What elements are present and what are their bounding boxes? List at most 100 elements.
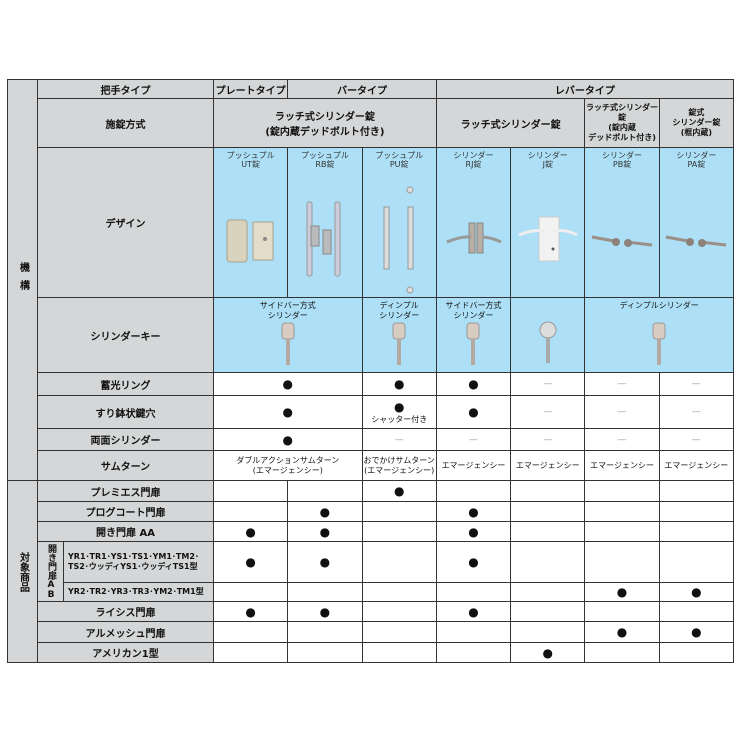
product-mark	[361, 541, 437, 583]
product-mark: ●	[287, 601, 363, 622]
product-label: YR1･TR1･YS1･TS1･YM1･TM2･ TS2･ウッディYS1･ウッデ…	[63, 541, 214, 583]
product-name: プッシュプル PU錠	[375, 151, 424, 169]
product-mark	[212, 582, 289, 602]
product-name: シリンダー PB錠	[602, 151, 643, 169]
product-name: シリンダー J錠	[527, 151, 568, 169]
product-label: ライシス門扉	[37, 601, 214, 622]
feature-value: —	[435, 428, 512, 451]
product-mark	[658, 541, 735, 583]
feature-value-text: エマージェンシー	[515, 460, 580, 470]
table-row: シリンダーキー サイドバー方式 シリンダー ディンプル シリンダー サイドバー方式 シ…	[8, 297, 734, 373]
feature-value-text: —	[543, 379, 553, 389]
product-label: プレミエス門扉	[37, 480, 214, 502]
key-icon	[214, 321, 361, 370]
feature-value-text: ●	[282, 405, 294, 419]
design-cell: プッシュプル UT錠	[212, 147, 289, 298]
product-mark	[584, 601, 660, 622]
lever-plate-icon	[437, 188, 509, 292]
lock-method-cell: ラッチ式シリンダー錠 (錠内蔵 デッドボルト付き)	[584, 98, 660, 148]
design-cell: シリンダー J錠	[510, 147, 586, 298]
product-mark	[510, 501, 586, 522]
key-icon	[363, 321, 435, 370]
feature-value-text: ●	[468, 405, 479, 419]
feature-value: ●	[435, 372, 512, 396]
lever-type-header: レバータイプ	[435, 79, 735, 99]
product-label: アメリカン1型	[37, 642, 214, 663]
product-mark	[510, 582, 586, 602]
product-mark: ●	[361, 480, 437, 502]
feature-label: サムターン	[37, 450, 214, 481]
feature-value: —	[658, 372, 735, 396]
product-mark: ●	[287, 541, 363, 583]
key-icon	[586, 321, 733, 370]
feature-value: ●	[361, 372, 437, 396]
product-mark	[435, 642, 512, 663]
product-mark	[510, 601, 586, 622]
feature-value-text: —	[617, 379, 627, 389]
lock-method-cell: 錠式 シリンダー錠 (框内蔵)	[658, 98, 735, 148]
feature-value-text: エマージェンシー	[664, 460, 729, 470]
product-label: アルメッシュ門扉	[37, 621, 214, 643]
feature-value-text: —	[543, 407, 553, 417]
product-mark	[584, 521, 660, 542]
product-mark: ●	[435, 521, 512, 542]
product-mark	[658, 642, 735, 663]
key-type	[512, 301, 584, 321]
feature-value: —	[510, 372, 586, 396]
table-row: サムターン ダブルアクションサムターン (エマージェンシー) おでかけサムターン (…	[8, 450, 735, 481]
key-icon	[437, 321, 509, 370]
key-type: サイドバー方式 シリンダー	[259, 301, 316, 320]
product-mark	[212, 642, 289, 663]
product-name: プッシュプル UT錠	[226, 151, 275, 169]
product-mark: ●	[584, 621, 660, 643]
design-label: デザイン	[37, 147, 214, 298]
design-cell: プッシュプル PU錠	[361, 147, 437, 298]
feature-value-text: ●	[468, 377, 479, 391]
bar-handle-long-icon	[363, 186, 435, 294]
table-row: 蓄光リング ● ● ● — — —	[8, 372, 735, 396]
lock-comparison-table: 機構 把手タイプ プレートタイプ バータイプ レバータイプ 施錠方式 ラッチ式シリンダー錠 …	[7, 79, 735, 663]
feature-value: ●	[213, 372, 363, 396]
bar-handle-icon	[289, 188, 361, 292]
table-row: アメリカン1型 ●	[8, 642, 735, 663]
product-mark	[584, 541, 660, 583]
design-cell: プッシュプル RB錠	[287, 147, 363, 298]
feature-value-text: ●	[282, 377, 294, 391]
feature-value: —	[584, 395, 660, 429]
table-row: 機構 把手タイプ プレートタイプ バータイプ レバータイプ	[7, 79, 735, 481]
product-mark	[584, 501, 660, 522]
product-mark	[658, 601, 735, 622]
product-mark	[584, 642, 660, 663]
feature-value: エマージェンシー	[435, 450, 512, 481]
key-cell	[510, 297, 586, 373]
table-row: 施錠方式 ラッチ式シリンダー錠 (錠内蔵デッドボルト付き) ラッチ式シリンダー錠 ラッ…	[8, 98, 735, 148]
key-ring-icon	[512, 321, 584, 370]
feature-value: —	[510, 428, 586, 451]
feature-value-text: ●	[282, 432, 294, 447]
product-mark: ●	[435, 601, 512, 622]
table-row: ライシス門扉 ● ● ●	[8, 601, 735, 622]
design-cell: シリンダー PB錠	[584, 147, 660, 298]
feature-value-text: —	[543, 434, 553, 445]
product-mark	[361, 521, 437, 542]
feature-value: ● シャッター付き	[361, 395, 437, 429]
feature-value-text: おでかけサムターン (エマージェンシー)	[363, 455, 435, 475]
key-type: ディンプル シリンダー	[379, 301, 420, 320]
lever-white-plate-icon	[512, 188, 584, 292]
product-mark	[361, 501, 437, 522]
products-category: 対象商品	[7, 480, 38, 663]
feature-value: —	[658, 428, 735, 451]
product-mark: ●	[435, 501, 512, 522]
product-mark	[510, 521, 586, 542]
feature-value: ●	[213, 395, 363, 429]
plate-type-header: プレートタイプ	[212, 79, 289, 99]
feature-value: —	[510, 395, 586, 429]
feature-value: —	[584, 428, 660, 451]
product-mark	[361, 621, 437, 643]
product-name: シリンダー PA錠	[676, 151, 717, 169]
mechanism-category: 機構	[7, 79, 38, 481]
product-mark	[510, 621, 586, 643]
feature-value-text: —	[617, 407, 627, 417]
product-mark: ●	[212, 601, 289, 622]
product-mark	[287, 480, 363, 502]
